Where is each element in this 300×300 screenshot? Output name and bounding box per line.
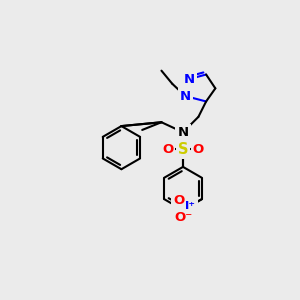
- Text: O: O: [173, 194, 184, 207]
- Text: N: N: [184, 73, 195, 85]
- Text: N: N: [177, 126, 189, 139]
- Text: O: O: [193, 143, 204, 156]
- Text: S: S: [178, 142, 188, 157]
- Text: N⁺: N⁺: [179, 200, 196, 213]
- Text: O: O: [162, 143, 173, 156]
- Text: O⁻: O⁻: [175, 211, 193, 224]
- Text: N: N: [180, 90, 191, 103]
